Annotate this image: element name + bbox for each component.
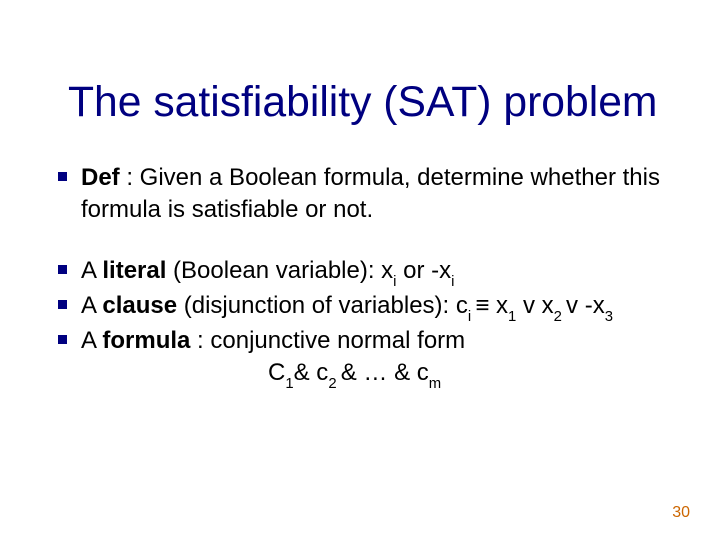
spacer bbox=[58, 227, 668, 255]
term-formula: formula bbox=[102, 327, 190, 354]
text-span: A bbox=[81, 327, 102, 354]
term-literal: literal bbox=[102, 257, 166, 284]
text-span: x bbox=[489, 292, 508, 319]
bullet-text: A clause (disjunction of variables): ci … bbox=[81, 290, 613, 325]
bullet-marker-icon bbox=[58, 172, 67, 181]
bullet-text: A literal (Boolean variable): xi or -xi bbox=[81, 255, 454, 290]
subscript: 2 bbox=[554, 309, 566, 325]
bullet-marker-icon bbox=[58, 335, 67, 344]
subscript: 2 bbox=[328, 376, 340, 392]
text-span: or -x bbox=[396, 257, 451, 284]
text-span: (Boolean variable): x bbox=[166, 257, 393, 284]
bullet-item: A formula : conjunctive normal form bbox=[58, 325, 668, 357]
text-span: A bbox=[81, 257, 102, 284]
bullet-marker-icon bbox=[58, 265, 67, 274]
subscript: i bbox=[393, 274, 396, 290]
bullet-marker-icon bbox=[58, 300, 67, 309]
bullet-text: Def : Given a Boolean formula, determine… bbox=[81, 162, 668, 227]
bullet-item: A clause (disjunction of variables): ci … bbox=[58, 290, 668, 325]
bullet-item: A literal (Boolean variable): xi or -xi bbox=[58, 255, 668, 290]
equiv-symbol: ≡ bbox=[475, 292, 489, 319]
subscript: m bbox=[429, 376, 441, 392]
text-span: & … & c bbox=[341, 359, 429, 386]
text-span: & c bbox=[294, 359, 329, 386]
text-span: : Given a Boolean formula, determine whe… bbox=[81, 164, 660, 223]
subscript: i bbox=[451, 274, 454, 290]
page-number: 30 bbox=[672, 504, 690, 522]
subscript: 1 bbox=[285, 376, 293, 392]
term-def: Def bbox=[81, 164, 120, 191]
text-span: v x bbox=[516, 292, 553, 319]
text-span: v -x bbox=[566, 292, 605, 319]
slide-body: Def : Given a Boolean formula, determine… bbox=[58, 162, 668, 392]
subscript: 1 bbox=[508, 309, 516, 325]
text-span: A bbox=[81, 292, 102, 319]
text-span: (disjunction of variables): c bbox=[177, 292, 468, 319]
term-clause: clause bbox=[102, 292, 177, 319]
slide-title: The satisfiability (SAT) problem bbox=[68, 78, 657, 127]
slide: The satisfiability (SAT) problem Def : G… bbox=[0, 0, 720, 540]
text-span: : conjunctive normal form bbox=[190, 327, 465, 354]
subscript: 3 bbox=[605, 309, 613, 325]
subscript: i bbox=[468, 309, 475, 325]
bullet-item: Def : Given a Boolean formula, determine… bbox=[58, 162, 668, 227]
bullet-text: A formula : conjunctive normal form bbox=[81, 325, 465, 357]
formula-line: C1& c2 & … & cm bbox=[58, 357, 668, 392]
text-span: C bbox=[268, 359, 285, 386]
